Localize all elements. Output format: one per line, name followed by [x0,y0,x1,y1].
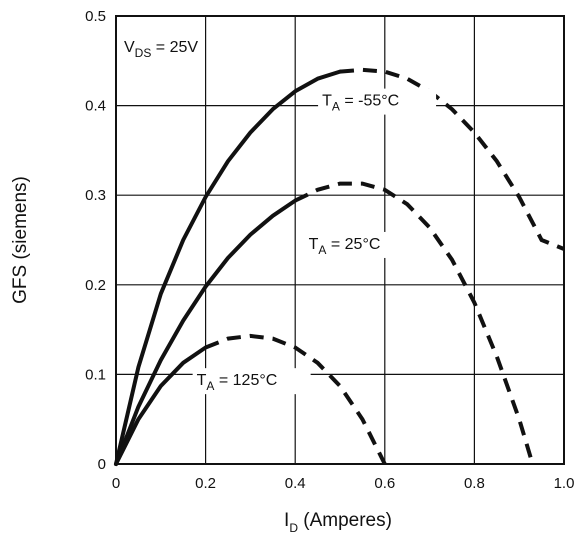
series-labels: TA = -55°CTA = 25°CTA = 125°C [192,88,437,395]
x-tick-label-3: 0.6 [374,475,395,492]
y-tick-label-5: 0.5 [85,8,106,25]
series-2-dashed-line [204,333,387,465]
condition-sub: DS [135,46,152,60]
series-label-0-main: T [322,93,332,110]
x-axis-label-rest: (Amperes) [298,510,392,531]
series-label-1: TA = 25°C [309,236,381,257]
x-tick-label-0: 0 [112,475,120,492]
x-tick-labels: 0 0.2 0.4 0.6 0.8 1.0 [112,475,575,492]
condition-main: V [124,39,135,56]
series-label-0-sub: A [332,100,340,114]
series-label-2-sub: A [206,379,214,393]
series-2-solid-line [114,345,208,466]
series-label-1-rest: = 25°C [326,236,380,253]
y-tick-labels: 0 0.1 0.2 0.3 0.4 0.5 [85,8,106,473]
y-axis-label: GFS (siemens) [10,176,31,304]
series-label-2-rest: = 125°C [214,372,277,389]
series-label-2-main: T [197,372,207,389]
series-1-dashed-line [294,181,535,465]
x-axis-label-main: I [284,510,289,531]
series-1-solid-line [114,198,298,466]
series-0-solid-line [114,69,342,466]
x-tick-label-1: 0.2 [195,475,216,492]
y-tick-label-0: 0 [98,456,106,473]
y-tick-label-1: 0.1 [85,366,106,383]
y-tick-label-2: 0.2 [85,277,106,294]
curves [114,67,565,466]
x-tick-label-5: 1.0 [554,475,575,492]
x-axis-label: ID (Amperes) [284,510,392,535]
series-label-2: TA = 125°C [197,372,278,393]
series-label-bg-0 [318,88,437,115]
series-label-0: TA = -55°C [322,93,399,114]
series-label-bg-1 [304,231,423,258]
series-label-0-rest: = -55°C [340,93,399,110]
x-tick-label-2: 0.4 [285,475,306,492]
condition-rest: = 25V [151,39,198,56]
x-tick-label-4: 0.8 [464,475,485,492]
series-label-1-sub: A [318,243,326,257]
x-axis-label-sub: D [289,521,298,535]
condition-label: VDS = 25V [124,39,198,60]
y-tick-label-3: 0.3 [85,187,106,204]
series-label-bg-2 [192,368,311,395]
y-tick-label-4: 0.4 [85,98,106,115]
series-0-dashed-line [339,67,565,251]
series-label-1-main: T [309,236,319,253]
plot-frame [115,15,565,465]
